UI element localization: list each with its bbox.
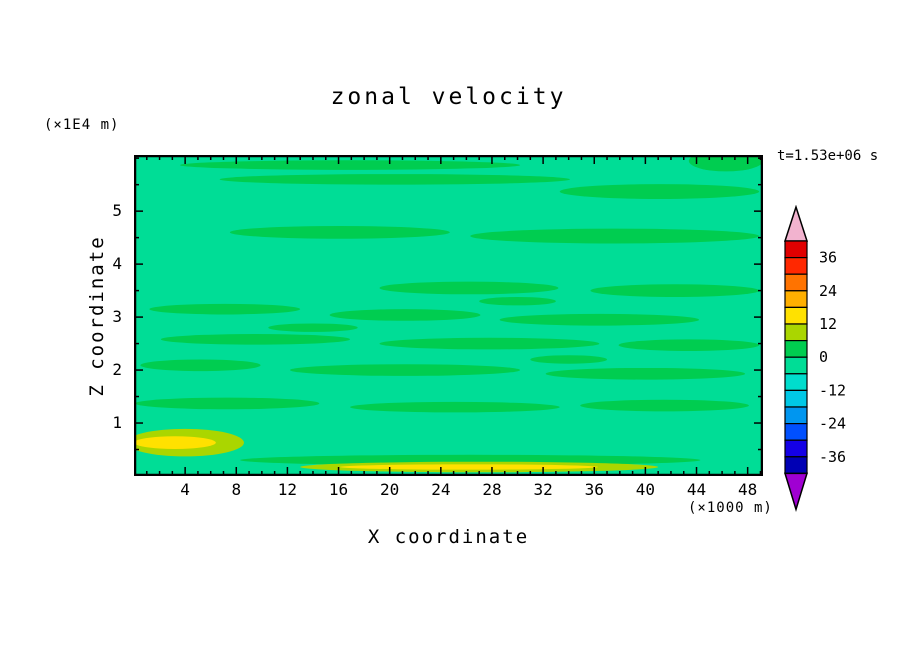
- colorbar-segment: [784, 356, 808, 375]
- x-tick-label: 20: [380, 480, 400, 499]
- contour-feature: [590, 284, 760, 297]
- colorbar-scale: 36 24 12 0 -12 -24 -36: [783, 204, 846, 512]
- colorbar-tick-label: -36: [819, 448, 846, 466]
- x-axis-unit-label: (×1000 m): [688, 500, 773, 516]
- x-tick-label: 36: [584, 480, 604, 499]
- contour-feature: [499, 313, 700, 326]
- colorbar-tick-label: 12: [819, 315, 837, 333]
- colorbar-tick-label: 36: [819, 249, 837, 267]
- contour-feature: [160, 334, 351, 345]
- contour-feature: [559, 184, 760, 199]
- contour-field: [134, 155, 763, 476]
- colorbar-segment: [784, 373, 808, 392]
- contour-feature: [379, 281, 559, 295]
- colorbar-segment: [784, 256, 808, 275]
- plot-frame-border: [134, 155, 763, 476]
- x-tick-label: 44: [686, 480, 707, 499]
- y-tick-label: 3: [112, 307, 122, 327]
- contour-feature: [379, 337, 600, 350]
- colorbar-over-arrow: [783, 204, 809, 242]
- x-tick-label: 32: [533, 480, 553, 499]
- colorbar-segment: [784, 306, 808, 325]
- contour-feature: [229, 225, 450, 239]
- colorbar-segment: [784, 423, 808, 441]
- colorbar-segment: [784, 240, 808, 259]
- contour-feature: [140, 359, 261, 372]
- y-axis-title: Z coordinate: [86, 235, 108, 397]
- colorbar-segment: [784, 406, 808, 425]
- colorbar-segment: [784, 439, 808, 458]
- contour-feature: [688, 155, 763, 172]
- colorbar-segment: [784, 340, 808, 358]
- chart-title: zonal velocity: [330, 84, 567, 110]
- x-tick-label: 16: [328, 480, 349, 499]
- contour-feature: [618, 339, 760, 351]
- plot-area: [134, 155, 763, 476]
- x-axis-tick-labels: 4 8 12 16 20 24 28 32 36 40 44 48: [134, 480, 763, 502]
- contour-feature: [134, 436, 216, 449]
- time-stamp-label: t=1.53e+06 s: [777, 148, 879, 164]
- contour-feature: [350, 401, 560, 413]
- contour-feature: [289, 364, 521, 376]
- colorbar-segment: [784, 389, 808, 408]
- x-tick-label: 24: [431, 480, 451, 499]
- x-tick-label: 12: [277, 480, 298, 499]
- contour-feature: [149, 303, 301, 315]
- contour-feature: [545, 367, 746, 380]
- colorbar-under-arrow: [783, 472, 809, 512]
- y-axis-tick-labels: 1 2 3 4 5: [94, 155, 124, 476]
- colorbar-segment: [784, 323, 808, 342]
- contour-feature: [479, 296, 556, 306]
- colorbar-segment: [784, 290, 808, 309]
- contour-feature: [339, 464, 599, 470]
- y-tick-label: 1: [112, 413, 122, 433]
- y-axis-unit-label: (×1E4 m): [44, 117, 120, 133]
- x-axis-title: X coordinate: [367, 526, 530, 548]
- y-tick-label: 2: [112, 360, 122, 380]
- contour-feature: [135, 397, 320, 410]
- y-tick-label: 5: [112, 201, 122, 221]
- contour-feature: [329, 309, 481, 321]
- x-tick-label: 4: [180, 480, 190, 499]
- contour-feature: [268, 323, 358, 332]
- y-tick-label: 4: [112, 254, 122, 274]
- colorbar-segment: [784, 273, 808, 292]
- colorbar-tick-label: -24: [819, 415, 846, 433]
- contour-feature: [530, 355, 608, 364]
- colorbar-tick-label: 24: [819, 282, 837, 300]
- contour-feature: [219, 174, 570, 185]
- x-tick-label: 28: [482, 480, 502, 499]
- contour-feature: [470, 228, 760, 244]
- colorbar-tick-label: 0: [819, 348, 828, 366]
- contour-feature: [580, 399, 749, 412]
- colorbar-segment: [784, 456, 808, 475]
- x-tick-label: 48: [738, 480, 758, 499]
- colorbar-tick-label: -12: [819, 381, 846, 399]
- x-tick-label: 40: [635, 480, 655, 499]
- contour-feature: [180, 160, 521, 170]
- colorbar: 36 24 12 0 -12 -24 -36: [783, 204, 903, 521]
- x-tick-label: 8: [231, 480, 242, 499]
